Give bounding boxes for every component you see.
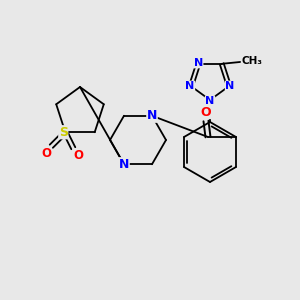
Text: N: N	[185, 81, 195, 91]
Text: O: O	[73, 149, 83, 162]
Text: O: O	[201, 106, 211, 118]
Text: O: O	[41, 147, 51, 160]
Text: CH₃: CH₃	[241, 56, 262, 66]
Text: N: N	[225, 81, 235, 91]
Text: N: N	[206, 96, 214, 106]
Text: N: N	[147, 109, 157, 122]
Text: S: S	[59, 126, 68, 139]
Text: N: N	[119, 158, 129, 171]
Text: N: N	[194, 58, 203, 68]
